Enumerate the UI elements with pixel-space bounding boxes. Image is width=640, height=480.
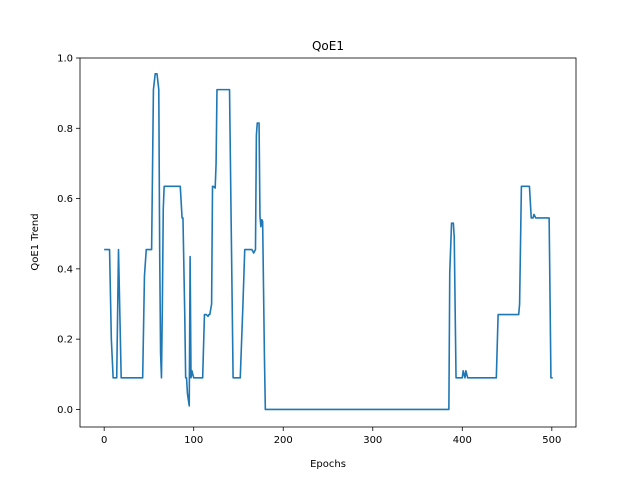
plot-area — [79, 57, 577, 428]
x-axis: 0 100 200 300 400 500 — [101, 427, 561, 446]
x-tick-label: 200 — [274, 435, 293, 446]
x-tick-label: 100 — [184, 435, 203, 446]
y-tick-label: 0.4 — [57, 264, 73, 275]
x-axis-label: Epochs — [310, 459, 346, 470]
plot-frame — [79, 57, 577, 428]
y-axis: 0.0 0.2 0.4 0.6 0.8 1.0 — [57, 54, 80, 416]
x-tick-label: 300 — [363, 435, 382, 446]
x-tick-label: 400 — [453, 435, 472, 446]
y-axis-label: QoE1 Trend — [30, 213, 41, 270]
series-line-0 — [104, 73, 553, 411]
x-tick-label: 0 — [101, 435, 107, 446]
y-tick-label: 0.6 — [57, 194, 73, 205]
chart-title: QoE1 — [312, 39, 344, 53]
y-tick-label: 1.0 — [57, 54, 73, 65]
x-tick-label: 500 — [542, 435, 561, 446]
y-tick-label: 0.2 — [57, 335, 73, 346]
y-tick-label: 0.8 — [57, 124, 73, 135]
y-tick-label: 0.0 — [57, 405, 73, 416]
